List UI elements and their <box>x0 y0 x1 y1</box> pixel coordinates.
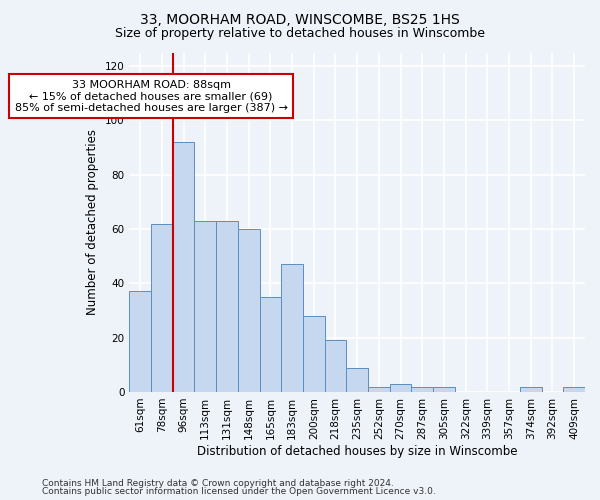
Bar <box>390 384 412 392</box>
Text: Contains public sector information licensed under the Open Government Licence v3: Contains public sector information licen… <box>42 487 436 496</box>
Bar <box>216 221 238 392</box>
Bar <box>238 229 260 392</box>
Bar <box>303 316 325 392</box>
Bar <box>433 386 455 392</box>
Bar <box>173 142 194 392</box>
Text: 33, MOORHAM ROAD, WINSCOMBE, BS25 1HS: 33, MOORHAM ROAD, WINSCOMBE, BS25 1HS <box>140 12 460 26</box>
X-axis label: Distribution of detached houses by size in Winscombe: Distribution of detached houses by size … <box>197 444 517 458</box>
Bar <box>368 386 390 392</box>
Bar <box>130 292 151 392</box>
Bar <box>151 224 173 392</box>
Text: Size of property relative to detached houses in Winscombe: Size of property relative to detached ho… <box>115 28 485 40</box>
Bar <box>260 297 281 392</box>
Bar <box>520 386 542 392</box>
Text: 33 MOORHAM ROAD: 88sqm
← 15% of detached houses are smaller (69)
85% of semi-det: 33 MOORHAM ROAD: 88sqm ← 15% of detached… <box>14 80 287 113</box>
Bar <box>325 340 346 392</box>
Bar <box>412 386 433 392</box>
Bar <box>281 264 303 392</box>
Bar <box>563 386 585 392</box>
Text: Contains HM Land Registry data © Crown copyright and database right 2024.: Contains HM Land Registry data © Crown c… <box>42 478 394 488</box>
Bar <box>346 368 368 392</box>
Bar <box>194 221 216 392</box>
Y-axis label: Number of detached properties: Number of detached properties <box>86 129 99 315</box>
